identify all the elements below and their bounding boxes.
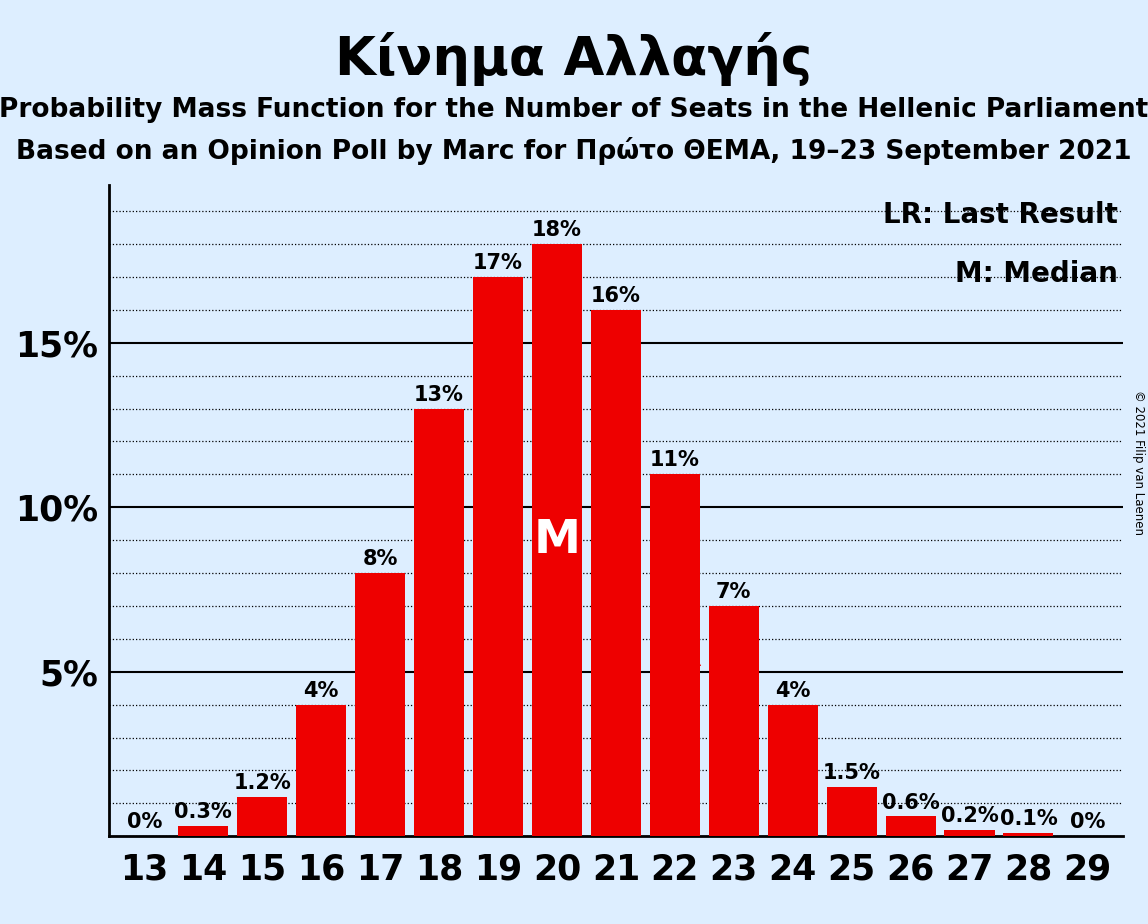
Text: 11%: 11%: [650, 450, 700, 470]
Bar: [355, 573, 405, 836]
Text: 0%: 0%: [126, 812, 162, 833]
Bar: [708, 606, 759, 836]
Text: M: Median: M: Median: [955, 260, 1118, 287]
Text: 8%: 8%: [363, 549, 398, 569]
Text: M: M: [534, 517, 581, 563]
Bar: [238, 796, 287, 836]
Text: 4%: 4%: [775, 681, 810, 700]
Text: 0%: 0%: [1070, 812, 1106, 833]
Text: © 2021 Filip van Laenen: © 2021 Filip van Laenen: [1132, 390, 1146, 534]
Text: 0.3%: 0.3%: [174, 802, 232, 822]
Text: 0.1%: 0.1%: [1000, 809, 1057, 829]
Text: 0.2%: 0.2%: [940, 806, 999, 826]
Text: 1.2%: 1.2%: [233, 772, 292, 793]
Text: 13%: 13%: [414, 384, 464, 405]
Text: Probability Mass Function for the Number of Seats in the Hellenic Parliament: Probability Mass Function for the Number…: [0, 97, 1148, 123]
Bar: [414, 408, 464, 836]
Text: Κίνημα Αλλαγής: Κίνημα Αλλαγής: [335, 32, 813, 86]
Text: 1.5%: 1.5%: [823, 763, 881, 783]
Bar: [591, 310, 641, 836]
Text: 18%: 18%: [532, 220, 582, 240]
Bar: [768, 705, 817, 836]
Bar: [945, 830, 994, 836]
Bar: [178, 826, 228, 836]
Text: 7%: 7%: [716, 582, 752, 602]
Text: 0.6%: 0.6%: [882, 793, 939, 812]
Text: 4%: 4%: [303, 681, 339, 700]
Bar: [532, 244, 582, 836]
Bar: [296, 705, 347, 836]
Text: LR: Last Result: LR: Last Result: [883, 201, 1118, 229]
Bar: [885, 817, 936, 836]
Bar: [650, 474, 700, 836]
Bar: [473, 277, 523, 836]
Bar: [1003, 833, 1054, 836]
Text: 17%: 17%: [473, 253, 523, 273]
Text: 16%: 16%: [591, 286, 641, 306]
Text: LR: LR: [647, 637, 703, 675]
Text: Based on an Opinion Poll by Marc for Πρώτο ΘΕΜΑ, 19–23 September 2021: Based on an Opinion Poll by Marc for Πρώ…: [16, 137, 1132, 164]
Bar: [827, 787, 877, 836]
